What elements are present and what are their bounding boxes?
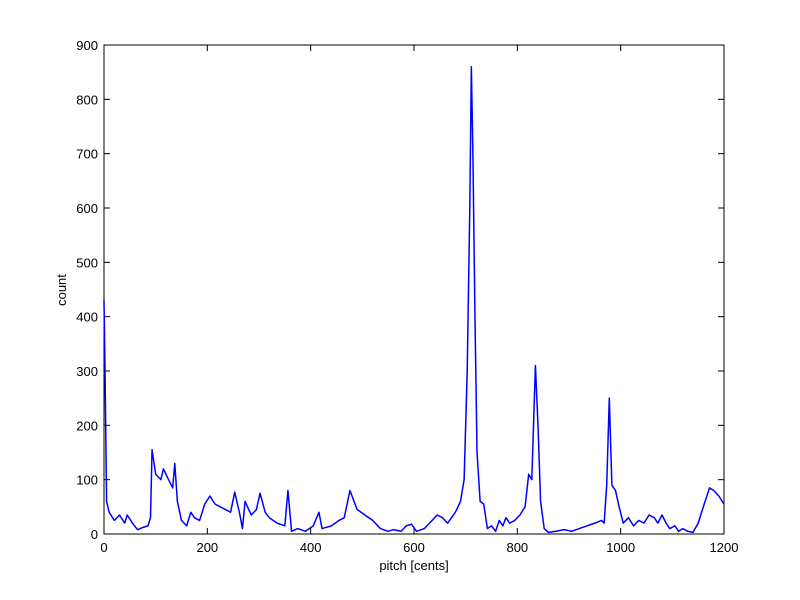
x-tick-label: 200	[196, 540, 218, 555]
x-tick-label: 0	[100, 540, 107, 555]
y-tick-label: 100	[76, 473, 98, 488]
y-tick-label: 800	[76, 92, 98, 107]
y-tick-label: 200	[76, 418, 98, 433]
y-tick-label: 900	[76, 38, 98, 53]
y-tick-label: 700	[76, 147, 98, 162]
x-tick-label: 600	[403, 540, 425, 555]
data-line	[103, 65, 725, 534]
x-tick-label: 800	[506, 540, 528, 555]
x-tick-label: 1000	[606, 540, 635, 555]
y-tick-label: 600	[76, 201, 98, 216]
x-tick-label: 400	[300, 540, 322, 555]
y-tick-label: 500	[76, 255, 98, 270]
y-tick-label: 300	[76, 364, 98, 379]
y-tick-label: 400	[76, 310, 98, 325]
y-axis-label: count	[54, 274, 69, 306]
y-tick-label: 0	[91, 527, 98, 542]
x-axis-label: pitch [cents]	[379, 558, 448, 573]
x-tick-label: 1200	[710, 540, 739, 555]
plot-box	[103, 44, 725, 535]
